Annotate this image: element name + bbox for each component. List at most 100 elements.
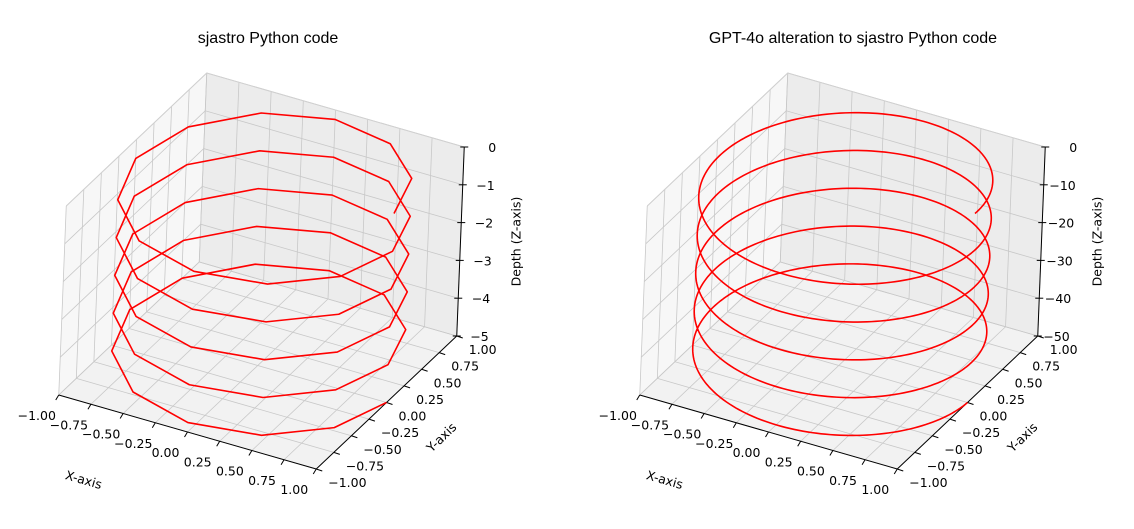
x-tick-label: −1.00 (599, 408, 637, 423)
x-tick-label: 0.25 (765, 454, 793, 469)
x-tick (55, 394, 60, 401)
z-tick-label: 0 (488, 140, 496, 155)
y-tick (1020, 352, 1027, 356)
y-tick-label: −1.00 (909, 475, 947, 490)
y-tick-label: 1.00 (469, 342, 497, 357)
z-gridline (639, 261, 1038, 396)
y-tick-label: 1.00 (1050, 342, 1078, 357)
y-axis-label: Y-axis (423, 419, 460, 455)
x-axis-label: X-axis (64, 467, 104, 492)
helix-line (110, 112, 413, 437)
helix-line (691, 111, 994, 437)
y-axis-label: Y-axis (1004, 419, 1041, 455)
z-tick-label: −4 (472, 291, 490, 306)
z-tick-label: −50 (1043, 329, 1069, 344)
x-tick (732, 422, 737, 429)
z-tick-label: −20 (1048, 216, 1074, 231)
y-tick-label: 0.75 (1032, 359, 1060, 374)
z-gridline (64, 110, 463, 245)
x-tick-label: 0.00 (733, 445, 761, 460)
right-3d-axes: GPT-4o alteration to sjastro Python code… (599, 30, 1105, 497)
z-gridline (645, 110, 1044, 245)
z-gridline (61, 185, 460, 320)
y-tick (439, 352, 446, 356)
pane-top-edge (65, 72, 465, 207)
x-tick (829, 450, 834, 456)
x-tick-label: −0.25 (114, 436, 152, 451)
left-3d-axes: sjastro Python code −1.00−0.75−0.50−0.25… (18, 30, 524, 497)
z-gridline (640, 223, 1040, 358)
x-tick-label: −0.25 (695, 436, 733, 451)
x-tick-label: 0.00 (152, 445, 180, 460)
y-tick-label: 0.50 (1015, 375, 1043, 390)
y-tick-label: −0.50 (944, 442, 982, 457)
left-chart-title: sjastro Python code (198, 30, 339, 47)
x-tick (797, 440, 802, 447)
z-gridline (643, 148, 1043, 282)
y-tick-label: −0.75 (346, 458, 384, 473)
z-tick-label: 0 (1069, 140, 1077, 155)
x-tick (700, 413, 705, 419)
y-tick-label: 0.75 (451, 359, 479, 374)
x-tick (765, 431, 769, 438)
x-tick (248, 450, 253, 456)
z-tick-label: −1 (476, 178, 494, 193)
y-tick (403, 385, 411, 389)
z-gridline (59, 223, 459, 358)
z-axis-label: Depth (Z-axis) (1090, 197, 1105, 287)
x-tick (893, 468, 898, 475)
y-tick-label: −0.75 (927, 458, 965, 473)
y-tick (316, 468, 323, 472)
y-tick-label: 0.25 (416, 392, 444, 407)
y-tick-label: −1.00 (328, 475, 366, 490)
y-tick-label: 0.00 (399, 409, 427, 424)
y-tick (949, 418, 957, 422)
z-gridline (62, 148, 462, 282)
x-tick (636, 394, 641, 401)
z-tick-label: −3 (473, 253, 491, 268)
y-tick (333, 451, 340, 455)
y-tick (368, 418, 376, 422)
y-tick-label: −0.50 (363, 442, 401, 457)
right-chart-title: GPT-4o alteration to sjastro Python code (709, 30, 997, 47)
pane-top-edge (646, 72, 1046, 207)
x-tick-label: 1.00 (280, 482, 308, 497)
x-tick-label: 0.50 (216, 464, 244, 479)
y-tick (897, 468, 904, 472)
x-tick (861, 459, 866, 466)
x-tick-label: 0.75 (248, 473, 276, 488)
x-tick (119, 413, 124, 419)
y-tick-label: 0.50 (434, 375, 462, 390)
y-tick (386, 402, 393, 405)
x-tick-label: 0.50 (797, 464, 825, 479)
x-tick (151, 422, 156, 429)
x-tick-label: 1.00 (861, 482, 889, 497)
y-tick (914, 451, 921, 455)
x-tick-label: −0.75 (631, 417, 669, 432)
y-tick-label: 0.25 (997, 392, 1025, 407)
z-axis-line (1037, 146, 1046, 337)
x-tick (280, 459, 285, 466)
x-tick-label: −0.75 (50, 417, 88, 432)
z-gridline (58, 261, 457, 396)
y-tick-label: −0.25 (962, 425, 1000, 440)
y-tick-label: 0.00 (980, 409, 1008, 424)
y-tick (984, 385, 992, 389)
x-tick-label: −0.50 (663, 427, 701, 442)
z-axis-line (456, 146, 465, 337)
x-tick-label: 0.25 (184, 454, 212, 469)
x-tick-label: −1.00 (18, 408, 56, 423)
y-tick (967, 402, 974, 405)
z-tick-label: −10 (1049, 178, 1075, 193)
x-tick-label: −0.50 (82, 427, 120, 442)
x-tick (668, 403, 673, 410)
z-tick-label: −40 (1045, 291, 1071, 306)
z-tick-label: −30 (1046, 253, 1072, 268)
x-tick-label: 0.75 (829, 473, 857, 488)
x-axis-label: X-axis (645, 467, 685, 492)
y-tick (932, 435, 939, 439)
z-axis-label: Depth (Z-axis) (509, 197, 524, 287)
y-tick (351, 435, 358, 439)
z-tick-label: −2 (475, 216, 493, 231)
